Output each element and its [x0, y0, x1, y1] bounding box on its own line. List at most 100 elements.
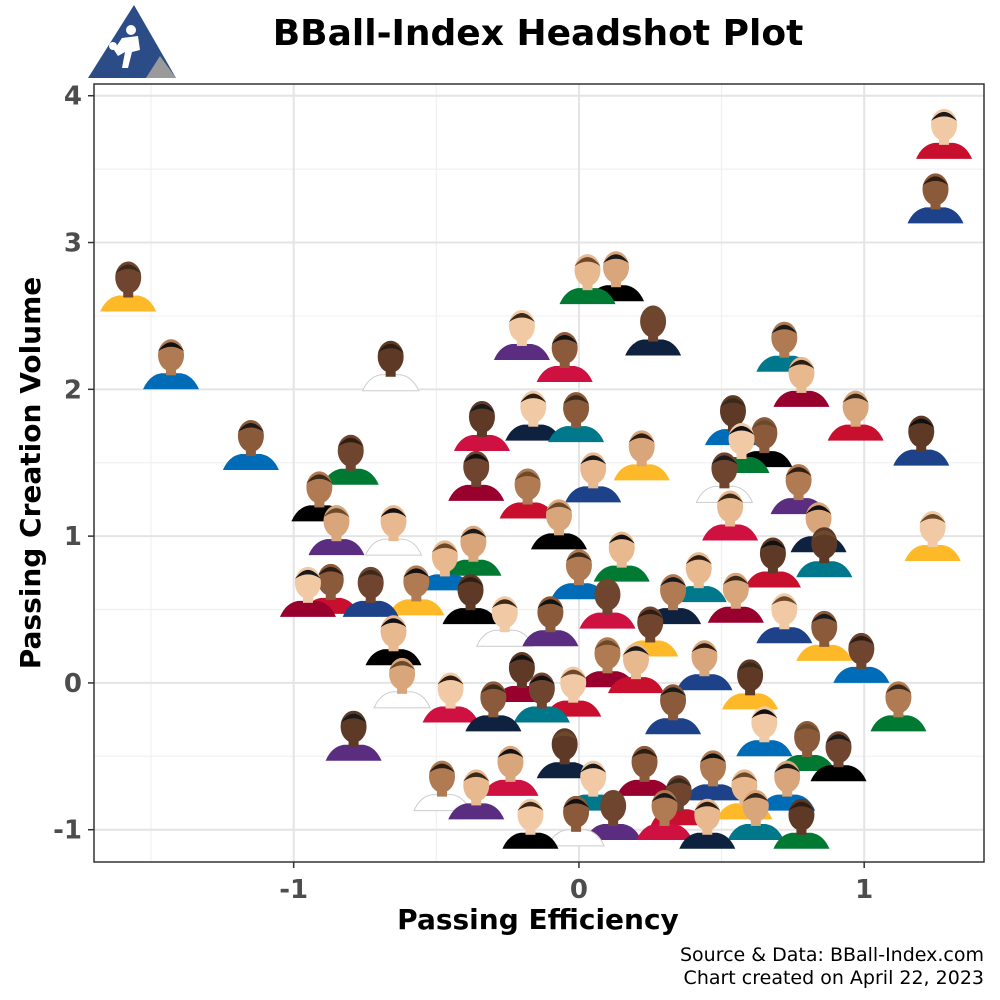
- jersey-shape: [499, 502, 556, 519]
- x-tick-label: 0: [570, 875, 588, 905]
- hair-shape: [514, 471, 541, 481]
- player-headshot-marker: [448, 450, 505, 501]
- jersey-shape: [636, 823, 693, 840]
- hair-shape: [317, 566, 344, 576]
- hair-shape: [631, 748, 658, 758]
- jersey-shape: [579, 612, 636, 629]
- player-headshot-marker: [482, 745, 539, 796]
- jersey-shape: [904, 545, 961, 562]
- hair-shape: [520, 393, 547, 403]
- jersey-shape: [448, 484, 505, 501]
- jersey-shape: [679, 832, 736, 849]
- hair-shape: [600, 792, 627, 802]
- jersey-shape: [702, 524, 759, 541]
- hair-shape: [742, 792, 769, 802]
- hair-shape: [380, 618, 407, 628]
- hair-shape: [594, 581, 621, 591]
- jersey-shape: [550, 583, 607, 600]
- hair-shape: [628, 433, 655, 443]
- hair-shape: [919, 514, 946, 524]
- jersey-shape: [796, 644, 853, 661]
- jersey-shape: [916, 142, 973, 159]
- jersey-shape: [373, 691, 431, 709]
- player-headshot-marker: [756, 593, 813, 644]
- jersey-shape: [593, 565, 650, 582]
- y-tick-label: -1: [53, 816, 82, 846]
- hair-shape: [651, 792, 678, 802]
- player-headshot-marker: [502, 798, 559, 849]
- player-headshot-marker: [722, 659, 779, 710]
- plot-border: [93, 83, 985, 863]
- hair-shape: [340, 713, 367, 723]
- player-headshot-marker: [373, 657, 431, 709]
- player-headshot-marker: [707, 572, 764, 623]
- jersey-shape: [613, 464, 670, 481]
- player-headshot-marker: [565, 452, 622, 503]
- hair-shape: [811, 530, 838, 540]
- hair-shape: [528, 675, 555, 685]
- hair-shape: [306, 474, 333, 484]
- hair-shape: [825, 734, 852, 744]
- hair-shape: [158, 342, 185, 352]
- hair-shape: [711, 455, 738, 465]
- hair-shape: [517, 801, 544, 811]
- hair-shape: [357, 569, 384, 579]
- hair-shape: [691, 643, 718, 653]
- hair-shape: [574, 257, 601, 267]
- player-headshot-marker: [607, 643, 664, 694]
- player-headshot-marker: [625, 305, 682, 356]
- player-headshot-marker: [322, 434, 379, 485]
- hair-shape: [491, 599, 518, 609]
- hair-shape: [622, 646, 649, 656]
- jersey-shape: [325, 744, 382, 761]
- hair-shape: [545, 502, 572, 512]
- player-headshot-marker: [530, 499, 587, 550]
- player-headshot-marker: [636, 789, 693, 840]
- hair-shape: [580, 763, 607, 773]
- player-headshot-marker: [773, 798, 830, 849]
- hair-shape: [811, 613, 838, 623]
- player-headshot-marker: [453, 400, 510, 451]
- hair-shape: [463, 772, 490, 782]
- hair-shape: [463, 453, 490, 463]
- hair-shape: [537, 599, 564, 609]
- jersey-shape: [585, 823, 642, 840]
- hair-shape: [660, 687, 687, 697]
- date-caption: Chart created on April 22, 2023: [684, 967, 984, 989]
- hair-shape: [429, 763, 456, 773]
- jersey-shape: [322, 468, 379, 485]
- y-tick-label: 2: [64, 375, 82, 405]
- jersey-shape: [536, 762, 593, 779]
- jersey-shape: [100, 295, 157, 312]
- y-tick-label: 4: [64, 82, 82, 112]
- source-caption: Source & Data: BBall-Index.com: [680, 944, 984, 966]
- player-headshot-marker: [550, 549, 607, 600]
- jersey-shape: [442, 608, 499, 625]
- hair-shape: [759, 540, 786, 550]
- jersey-shape: [565, 486, 622, 503]
- hair-shape: [885, 684, 912, 694]
- player-headshot-marker: [364, 505, 423, 556]
- hair-shape: [908, 418, 935, 428]
- jersey-shape: [907, 207, 964, 224]
- x-axis-title: Passing Efficiency: [397, 903, 679, 936]
- jersey-shape: [361, 374, 420, 392]
- player-headshot-marker: [744, 537, 801, 588]
- jersey-shape: [676, 674, 733, 691]
- bball-index-logo: [88, 5, 176, 78]
- y-tick-label: 3: [64, 229, 82, 259]
- jersey-shape: [893, 449, 950, 466]
- jersey-shape: [308, 539, 365, 556]
- hair-shape: [728, 425, 755, 435]
- hair-shape: [457, 577, 484, 587]
- jersey-shape: [796, 561, 853, 578]
- player-headshot-marker: [827, 390, 884, 441]
- hair-shape: [560, 669, 587, 679]
- hair-shape: [377, 343, 404, 353]
- hair-shape: [722, 575, 749, 585]
- hair-shape: [380, 508, 407, 518]
- player-headshot-marker: [279, 566, 336, 617]
- jersey-shape: [388, 599, 445, 616]
- player-headshot-marker: [308, 505, 365, 556]
- player-headshot-marker: [536, 728, 593, 779]
